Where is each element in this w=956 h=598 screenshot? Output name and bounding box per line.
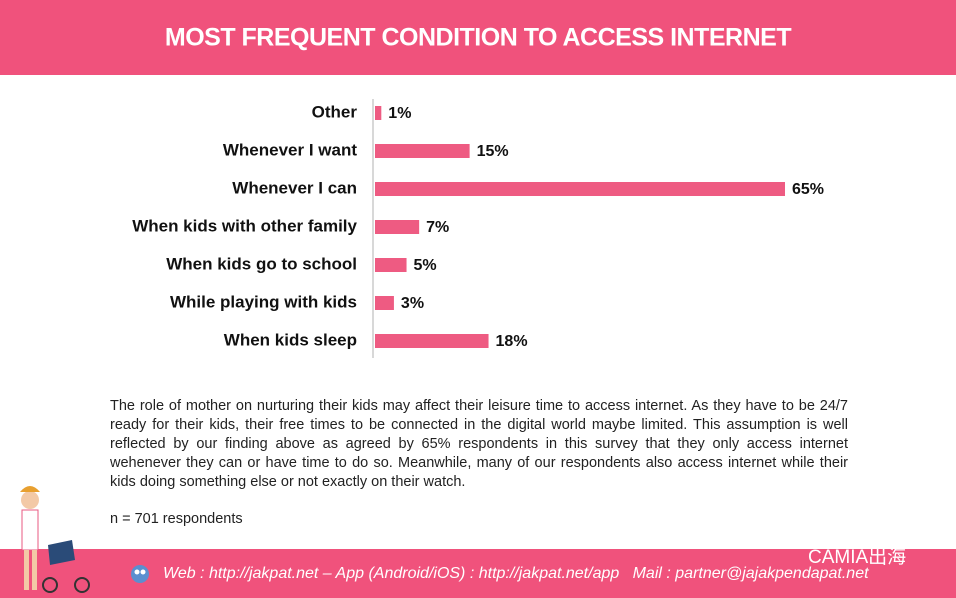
bar bbox=[375, 220, 420, 234]
bar bbox=[375, 258, 407, 272]
value-label: 18% bbox=[496, 333, 528, 350]
bar bbox=[375, 182, 785, 196]
category-label: Whenever I want bbox=[223, 140, 357, 159]
category-label: Whenever I can bbox=[232, 178, 357, 197]
watermark: CAMIA出海 bbox=[808, 547, 907, 568]
bar bbox=[375, 144, 470, 158]
value-label: 1% bbox=[388, 105, 411, 122]
category-label: When kids with other family bbox=[132, 216, 357, 235]
value-label: 5% bbox=[414, 257, 437, 274]
header-band bbox=[0, 0, 956, 75]
sample-note: n = 701 respondents bbox=[110, 511, 243, 527]
value-label: 7% bbox=[426, 219, 449, 236]
footer-band bbox=[0, 549, 956, 598]
chart-title: MOST FREQUENT CONDITION TO ACCESS INTERN… bbox=[165, 24, 791, 52]
paragraph: The role of mother on nurturing their ki… bbox=[110, 398, 848, 490]
mascot bbox=[20, 486, 149, 593]
bar bbox=[375, 296, 394, 310]
value-label: 3% bbox=[401, 295, 424, 312]
category-label: When kids sleep bbox=[224, 330, 357, 349]
category-label: While playing with kids bbox=[170, 292, 357, 311]
category-label: Other bbox=[312, 102, 358, 121]
value-label: 65% bbox=[792, 181, 824, 198]
bar bbox=[375, 106, 382, 120]
footer-contact: Web : http://jakpat.net – App (Android/i… bbox=[163, 565, 869, 582]
value-label: 15% bbox=[477, 143, 509, 160]
category-label: When kids go to school bbox=[166, 254, 357, 273]
bar bbox=[375, 334, 489, 348]
